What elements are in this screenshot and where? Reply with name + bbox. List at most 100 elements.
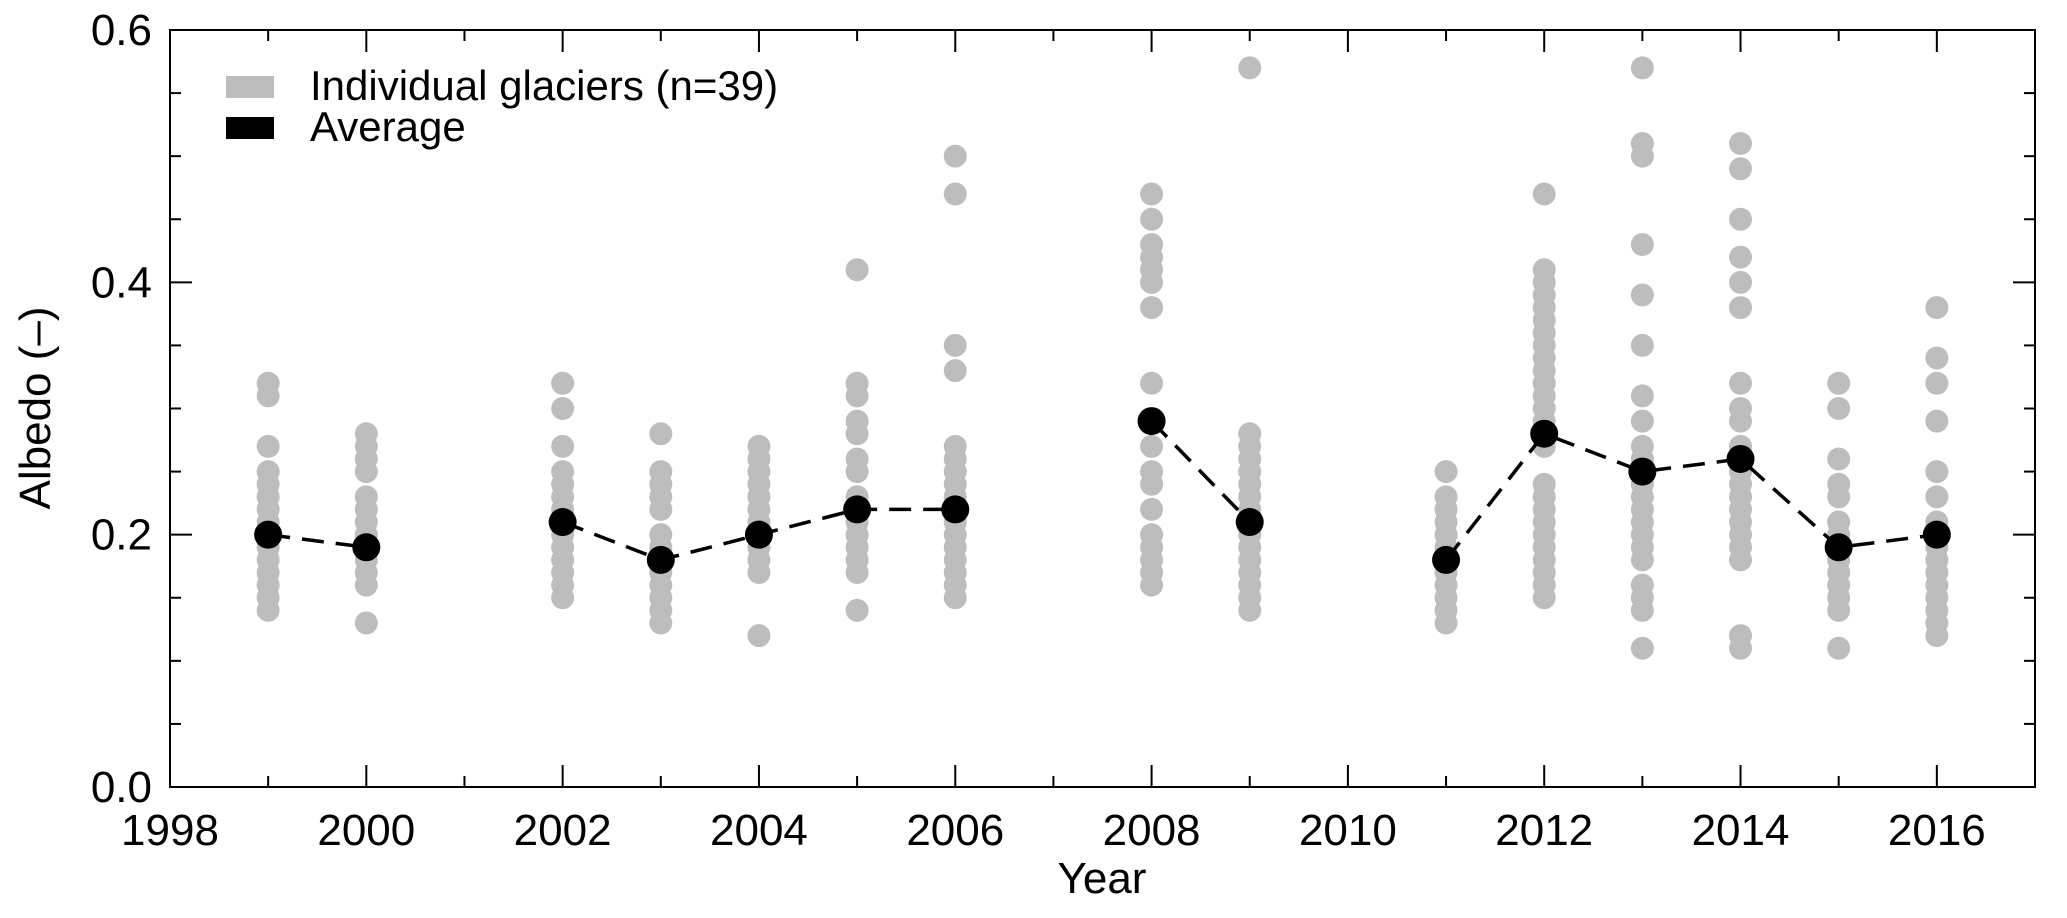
glacier-point bbox=[1434, 485, 1458, 509]
glacier-point bbox=[551, 434, 575, 458]
legend-label-glaciers: Individual glaciers (n=39) bbox=[310, 62, 778, 109]
glacier-point bbox=[1729, 296, 1753, 320]
glacier-point bbox=[1925, 409, 1949, 433]
glacier-point bbox=[1630, 636, 1654, 660]
x-tick-label: 1998 bbox=[121, 806, 219, 855]
x-tick-label: 2014 bbox=[1692, 806, 1790, 855]
average-point bbox=[1824, 533, 1853, 562]
glacier-point bbox=[1434, 460, 1458, 484]
average-line-segment bbox=[267, 532, 367, 550]
glacier-point bbox=[943, 144, 967, 168]
glacier-point bbox=[256, 371, 280, 395]
glacier-point bbox=[1140, 434, 1164, 458]
glacier-point bbox=[1140, 207, 1164, 231]
glacier-point bbox=[649, 460, 673, 484]
glacier-point bbox=[943, 333, 967, 357]
average-point bbox=[1432, 545, 1461, 574]
glacier-point bbox=[256, 460, 280, 484]
glacier-point bbox=[1729, 207, 1753, 231]
y-tick-label: 0.2 bbox=[91, 511, 152, 560]
glacier-point bbox=[1729, 157, 1753, 181]
glacier-point bbox=[1827, 472, 1851, 496]
average-line-segment bbox=[1150, 419, 1251, 524]
glacier-point bbox=[1532, 258, 1556, 282]
glacier-point bbox=[845, 447, 869, 471]
glacier-point bbox=[1827, 397, 1851, 420]
glacier-point bbox=[1630, 434, 1654, 458]
legend-swatch-glaciers bbox=[226, 76, 274, 98]
glacier-point bbox=[1925, 485, 1949, 509]
glacier-point bbox=[354, 611, 378, 635]
glacier-point bbox=[1630, 232, 1654, 256]
glacier-point bbox=[1925, 296, 1949, 320]
glacier-point bbox=[845, 409, 869, 433]
glacier-point bbox=[1925, 371, 1949, 395]
glacier-point bbox=[943, 434, 967, 458]
y-tick-label: 0.0 bbox=[91, 763, 152, 812]
x-tick-label: 2012 bbox=[1495, 806, 1593, 855]
x-tick-label: 2000 bbox=[317, 806, 415, 855]
glacier-point bbox=[354, 422, 378, 446]
glacier-point bbox=[1925, 460, 1949, 484]
x-tick-label: 2010 bbox=[1299, 806, 1397, 855]
glacier-point bbox=[551, 371, 575, 395]
glacier-point bbox=[1630, 56, 1654, 80]
glacier-point bbox=[256, 434, 280, 458]
x-tick-label: 2004 bbox=[710, 806, 808, 855]
y-tick-label: 0.6 bbox=[91, 6, 152, 55]
legend-label-average: Average bbox=[310, 103, 466, 150]
glacier-point bbox=[551, 397, 575, 420]
x-tick-label: 2006 bbox=[906, 806, 1004, 855]
glacier-point bbox=[1140, 460, 1164, 484]
glacier-point bbox=[551, 460, 575, 484]
average-point bbox=[941, 495, 970, 524]
legend: Individual glaciers (n=39) Average bbox=[226, 62, 778, 150]
glacier-point bbox=[1827, 510, 1851, 534]
axis-ticks bbox=[169, 29, 2036, 788]
x-tick-label: 2002 bbox=[514, 806, 612, 855]
average-point bbox=[1922, 520, 1951, 549]
glacier-point bbox=[747, 434, 771, 458]
glacier-point bbox=[943, 359, 967, 383]
average-point bbox=[1530, 419, 1559, 448]
glacier-point bbox=[1630, 132, 1654, 156]
glacier-point bbox=[649, 523, 673, 547]
tick-labels: 1998 2000 2002 2004 2006 2008 2010 2012 2014 2016… bbox=[91, 6, 1986, 855]
glacier-point bbox=[1827, 371, 1851, 395]
glacier-point bbox=[1140, 497, 1164, 521]
y-tick-label: 0.4 bbox=[91, 258, 152, 307]
glacier-point bbox=[1532, 182, 1556, 206]
glacier-point bbox=[1729, 132, 1753, 156]
glacier-point bbox=[1630, 409, 1654, 433]
glacier-point bbox=[1630, 573, 1654, 597]
average-point bbox=[843, 495, 872, 524]
glacier-point bbox=[943, 182, 967, 206]
average-point bbox=[744, 520, 773, 549]
glacier-point bbox=[1238, 422, 1262, 446]
x-axis-label: Year bbox=[1058, 854, 1147, 903]
glacier-point bbox=[1630, 283, 1654, 307]
average-point bbox=[548, 508, 577, 537]
glacier-point bbox=[1140, 371, 1164, 395]
glacier-point bbox=[1729, 270, 1753, 294]
glacier-point bbox=[649, 422, 673, 446]
glacier-point bbox=[1729, 397, 1753, 420]
glacier-point bbox=[1729, 624, 1753, 648]
average-points bbox=[254, 407, 1951, 574]
legend-swatch-average bbox=[226, 117, 274, 139]
glacier-point bbox=[1827, 447, 1851, 471]
glacier-point bbox=[1630, 384, 1654, 408]
glacier-point bbox=[845, 371, 869, 395]
average-point bbox=[1726, 444, 1755, 473]
average-point bbox=[254, 520, 283, 549]
glacier-point bbox=[845, 258, 869, 282]
glacier-point bbox=[1630, 333, 1654, 357]
average-point bbox=[352, 533, 381, 562]
glacier-point bbox=[845, 598, 869, 622]
glacier-point bbox=[1532, 472, 1556, 496]
glacier-point bbox=[1238, 56, 1262, 80]
plot-frame bbox=[169, 29, 2036, 788]
glacier-point bbox=[1827, 636, 1851, 660]
average-point bbox=[1137, 407, 1166, 436]
